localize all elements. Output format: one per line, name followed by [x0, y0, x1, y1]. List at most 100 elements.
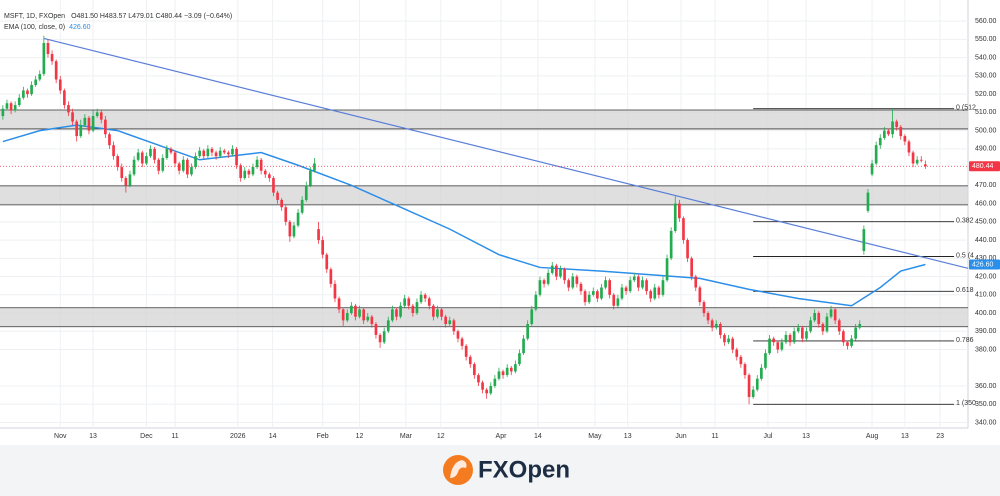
candle-body: [54, 61, 58, 80]
candle-body: [366, 316, 370, 321]
candle-body: [354, 305, 357, 317]
candle-body: [436, 309, 439, 317]
ema-price-tag: 426.60: [972, 261, 994, 268]
candle-body: [222, 150, 226, 153]
candle-body: [391, 309, 394, 321]
candle-body: [690, 258, 693, 277]
candle-body: [546, 272, 550, 284]
candle-body: [452, 320, 456, 332]
candle-body: [719, 324, 722, 335]
x-tick-label: Dec: [140, 433, 153, 440]
candle-body: [210, 148, 214, 153]
y-tick-label: 440.00: [975, 237, 997, 244]
indicator-name: EMA (100, close, 0): [4, 24, 65, 31]
candle-body: [583, 291, 587, 303]
candle-body: [604, 280, 607, 288]
fib-label: 0 (512: [956, 105, 976, 112]
candle-body: [563, 269, 566, 281]
y-tick-label: 400.00: [975, 310, 997, 317]
candle-body: [407, 298, 411, 306]
candle-body: [903, 136, 907, 142]
candle-body: [87, 117, 91, 131]
candle-body: [833, 309, 837, 321]
x-tick-label: Aug: [866, 433, 879, 440]
logo-emblem-detail: [450, 460, 467, 478]
y-tick-label: 470.00: [975, 182, 997, 189]
candle-body: [526, 324, 529, 339]
candle-body: [739, 356, 743, 365]
candle-body: [891, 121, 894, 135]
candle-body: [924, 164, 927, 167]
candle-body: [911, 152, 915, 164]
chart-background: [0, 0, 1000, 445]
x-tick-label: 11: [171, 433, 178, 440]
candle-body: [181, 159, 185, 171]
candle-body: [723, 334, 726, 343]
candle-body: [796, 327, 800, 332]
fib-label: 1 (350: [956, 400, 976, 407]
candle-body: [809, 320, 812, 332]
candle-body: [669, 230, 673, 259]
candle-body: [698, 287, 702, 303]
candle-body: [550, 265, 554, 273]
candle-body: [190, 167, 193, 175]
x-tick-label: 11: [711, 433, 718, 440]
candle-body: [645, 280, 648, 292]
y-tick-label: 450.00: [975, 219, 997, 226]
candle-body: [837, 320, 841, 332]
candle-body: [817, 313, 821, 324]
candle-body: [239, 165, 242, 179]
x-tick-label: Jul: [763, 433, 772, 440]
candle-body: [632, 276, 636, 281]
y-tick-label: 500.00: [975, 127, 997, 134]
candle-body: [760, 367, 763, 379]
candle-body: [862, 229, 866, 252]
candle-body: [883, 130, 886, 138]
candle-body: [866, 192, 870, 211]
candle-body: [177, 163, 181, 171]
candle-body: [440, 309, 443, 317]
candle-body: [477, 375, 480, 383]
candle-body: [79, 125, 83, 137]
candle-body: [104, 119, 107, 135]
candle-body: [67, 105, 70, 113]
candle-body: [628, 280, 632, 292]
candle-body: [38, 74, 42, 80]
candle-body: [214, 152, 218, 157]
zone: [0, 307, 968, 327]
trend-line: [43, 37, 969, 269]
fib-label: 0.5 (4: [956, 252, 974, 259]
candle-body: [202, 150, 206, 157]
candle-body: [34, 79, 38, 85]
x-tick-label: 13: [624, 433, 632, 440]
candle-body: [694, 276, 698, 288]
candle-body: [846, 342, 849, 346]
candle-body: [895, 121, 898, 127]
candle-body: [423, 294, 427, 299]
candle-body: [702, 302, 706, 314]
candle-body: [1, 108, 5, 116]
candle-body: [727, 338, 730, 343]
candle-body: [288, 221, 292, 237]
candle-body: [247, 170, 251, 175]
candle-body: [280, 199, 283, 208]
zone-layer: [0, 109, 968, 328]
candle-body: [194, 156, 197, 168]
candle-body: [600, 287, 603, 299]
candle-body: [899, 126, 903, 137]
candle-body: [350, 305, 353, 314]
candle-body: [686, 240, 689, 259]
candle-body: [227, 152, 230, 155]
candle-body: [263, 170, 267, 175]
candle-body: [169, 148, 173, 153]
y-tick-label: 490.00: [975, 146, 997, 153]
candle-body: [427, 298, 431, 306]
candle-body: [382, 331, 386, 343]
candle-body: [231, 148, 234, 155]
candle-body: [481, 382, 484, 390]
ema-line: [2, 124, 926, 307]
candle-body: [559, 269, 562, 277]
candle-body: [173, 152, 177, 164]
candle-body: [124, 178, 128, 186]
